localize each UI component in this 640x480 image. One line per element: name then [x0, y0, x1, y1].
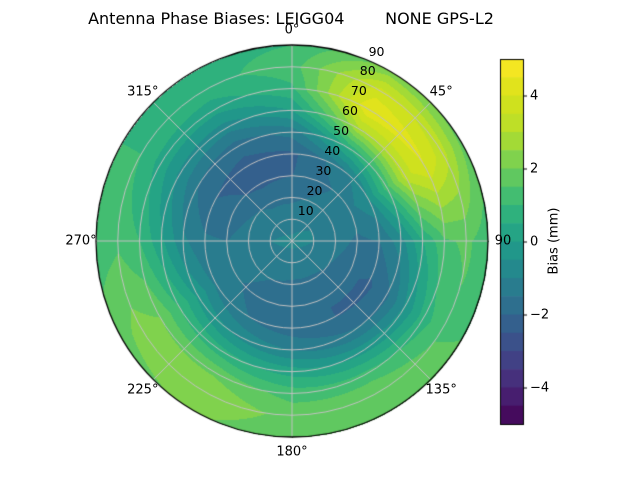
- radial-tick-label: 50: [333, 122, 350, 138]
- radial-tick-label: 90: [368, 43, 385, 59]
- azimuth-tick-label: 270°: [65, 233, 97, 249]
- chart-title: Antenna Phase Biases: LEIGG04 NONE GPS-L…: [88, 9, 494, 28]
- colorbar-axis-label: Bias (mm): [546, 207, 562, 275]
- radial-tick-label: 70: [350, 83, 367, 99]
- azimuth-tick-label: 135°: [425, 382, 457, 398]
- azimuth-tick-label: 180°: [276, 444, 308, 460]
- azimuth-tick-label: 225°: [127, 382, 159, 398]
- azimuth-tick-label: 90: [494, 233, 512, 249]
- colorbar-tick-label: 0: [530, 234, 539, 249]
- radial-tick-label: 30: [315, 162, 332, 178]
- radial-tick-label: 40: [324, 142, 341, 158]
- radial-tick-label: 10: [297, 202, 314, 218]
- azimuth-tick-label: 0°: [284, 22, 300, 38]
- colorbar-tick-label: −4: [530, 380, 550, 395]
- colorbar-tick-label: 2: [530, 161, 539, 176]
- colorbar-tick-label: 4: [530, 88, 539, 103]
- radial-tick-label: 80: [359, 63, 376, 79]
- azimuth-tick-label: 315°: [127, 84, 159, 100]
- azimuth-tick-label: 45°: [429, 84, 453, 100]
- radial-tick-label: 60: [342, 102, 358, 118]
- colorbar-tick-label: −2: [530, 307, 550, 322]
- radial-tick-label: 20: [306, 182, 323, 198]
